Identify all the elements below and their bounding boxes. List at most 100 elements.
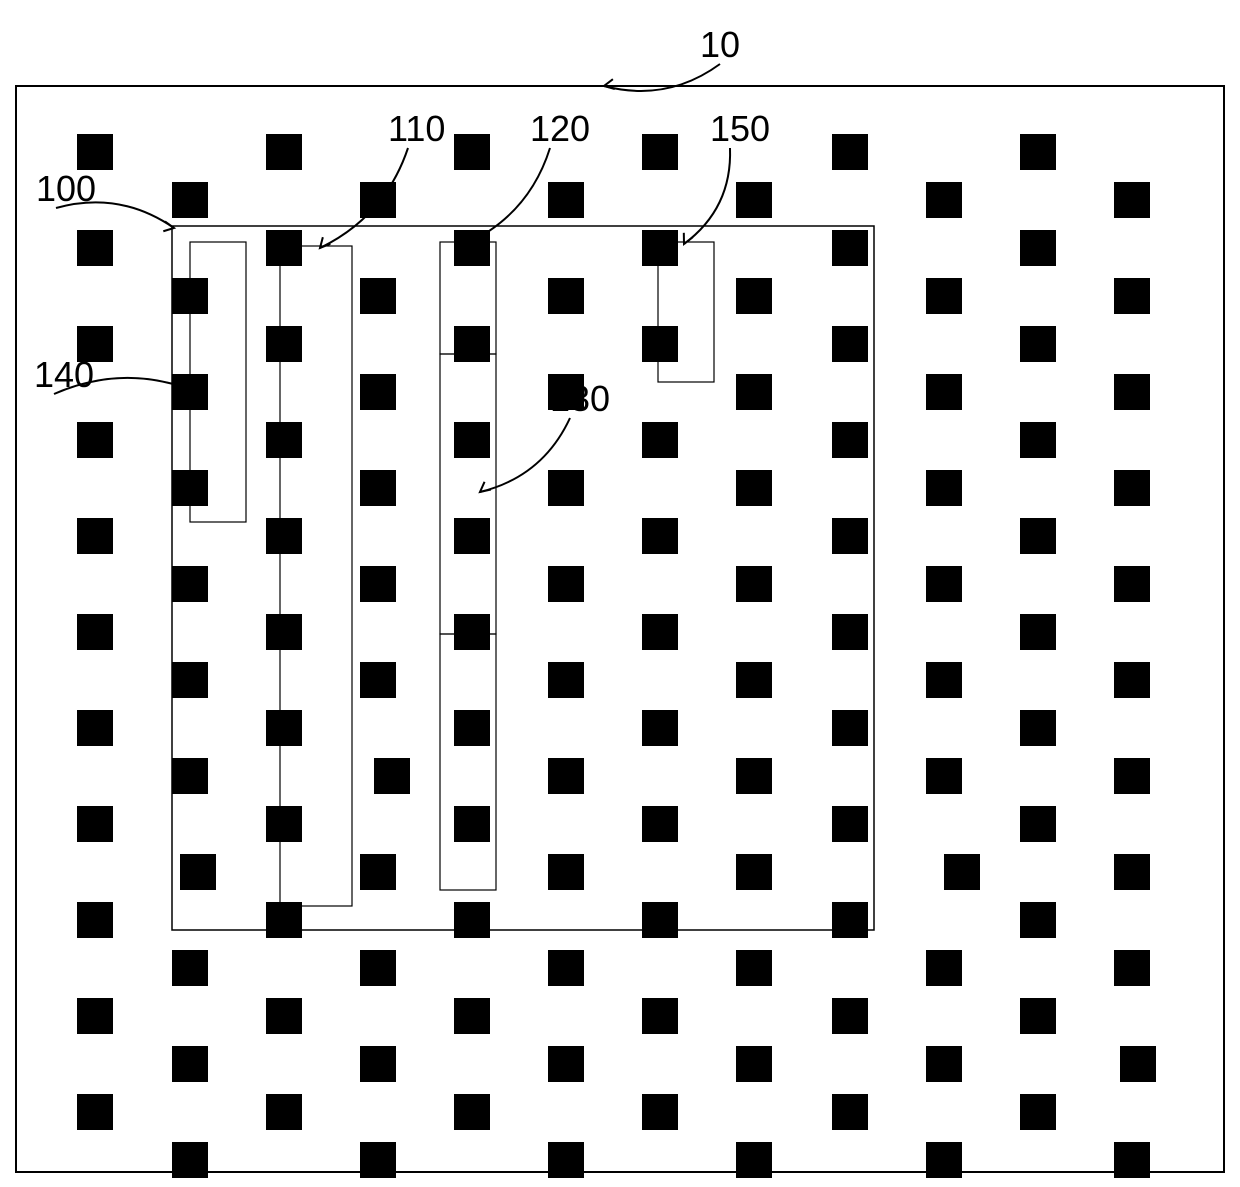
grid-square bbox=[454, 710, 490, 746]
grid-square bbox=[736, 1142, 772, 1178]
grid-square bbox=[454, 230, 490, 266]
grid-square bbox=[832, 806, 868, 842]
grid-square bbox=[1020, 710, 1056, 746]
grid-square bbox=[926, 470, 962, 506]
region-box-130-a bbox=[440, 354, 496, 634]
grid-square bbox=[77, 134, 113, 170]
grid-square bbox=[736, 470, 772, 506]
grid-square bbox=[832, 998, 868, 1034]
grid-square bbox=[1114, 758, 1150, 794]
grid-square bbox=[454, 422, 490, 458]
grid-square bbox=[374, 758, 410, 794]
grid-square bbox=[454, 1094, 490, 1130]
grid-square bbox=[454, 806, 490, 842]
callout-label-130: 130 bbox=[550, 378, 610, 420]
grid-square bbox=[454, 134, 490, 170]
callout-label-10: 10 bbox=[700, 24, 740, 66]
grid-square bbox=[548, 1046, 584, 1082]
grid-square bbox=[832, 518, 868, 554]
grid-square bbox=[926, 182, 962, 218]
grid-square bbox=[266, 614, 302, 650]
grid-square bbox=[832, 326, 868, 362]
grid-square bbox=[266, 326, 302, 362]
grid-square bbox=[77, 710, 113, 746]
grid-square bbox=[832, 1094, 868, 1130]
grid-square bbox=[736, 566, 772, 602]
grid-square bbox=[1114, 1142, 1150, 1178]
callout-label-110: 110 bbox=[388, 108, 445, 150]
callout-label-100: 100 bbox=[36, 168, 96, 210]
grid-square bbox=[736, 950, 772, 986]
grid-square bbox=[172, 758, 208, 794]
grid-square bbox=[172, 662, 208, 698]
grid-square bbox=[1114, 854, 1150, 890]
grid-square bbox=[832, 710, 868, 746]
grid-square bbox=[926, 1046, 962, 1082]
grid-square bbox=[360, 854, 396, 890]
grid-square bbox=[1114, 374, 1150, 410]
callout-label-120: 120 bbox=[530, 108, 590, 150]
grid-square bbox=[548, 470, 584, 506]
grid-square bbox=[926, 950, 962, 986]
grid-square bbox=[642, 1094, 678, 1130]
grid-square bbox=[77, 1094, 113, 1130]
grid-square bbox=[926, 758, 962, 794]
grid-square bbox=[548, 950, 584, 986]
grid-square bbox=[1020, 518, 1056, 554]
grid-square bbox=[77, 230, 113, 266]
callout-arrow-130 bbox=[480, 482, 491, 492]
grid-square bbox=[926, 1142, 962, 1178]
grid-square bbox=[360, 470, 396, 506]
grid-square bbox=[77, 422, 113, 458]
grid-square bbox=[360, 182, 396, 218]
grid-square bbox=[642, 614, 678, 650]
diagram-container: 10110120150100140130 bbox=[0, 0, 1240, 1187]
grid-square bbox=[454, 518, 490, 554]
grid-square bbox=[642, 134, 678, 170]
grid-square bbox=[736, 278, 772, 314]
grid-square bbox=[360, 1046, 396, 1082]
grid-square bbox=[832, 230, 868, 266]
grid-square bbox=[77, 806, 113, 842]
grid-square bbox=[926, 374, 962, 410]
grid-square bbox=[454, 614, 490, 650]
grid-square bbox=[1020, 230, 1056, 266]
grid-square bbox=[548, 1142, 584, 1178]
grid-square bbox=[172, 182, 208, 218]
grid-square bbox=[454, 902, 490, 938]
grid-square bbox=[1020, 998, 1056, 1034]
grid-square bbox=[1020, 134, 1056, 170]
grid-square bbox=[266, 518, 302, 554]
grid-square bbox=[548, 182, 584, 218]
grid-square bbox=[1020, 1094, 1056, 1130]
grid-square bbox=[736, 374, 772, 410]
grid-square bbox=[926, 662, 962, 698]
grid-square bbox=[1120, 1046, 1156, 1082]
grid-square bbox=[832, 422, 868, 458]
grid-square bbox=[1114, 470, 1150, 506]
grid-square bbox=[180, 854, 216, 890]
grid-square bbox=[548, 758, 584, 794]
grid-square bbox=[642, 710, 678, 746]
grid-square bbox=[1020, 326, 1056, 362]
grid-square bbox=[360, 374, 396, 410]
grid-square bbox=[926, 566, 962, 602]
grid-square bbox=[454, 326, 490, 362]
grid-square bbox=[77, 902, 113, 938]
grid-square bbox=[642, 230, 678, 266]
grid-square bbox=[360, 950, 396, 986]
diagram-svg bbox=[0, 0, 1240, 1187]
grid-square bbox=[1114, 662, 1150, 698]
grid-square bbox=[360, 662, 396, 698]
grid-square bbox=[832, 902, 868, 938]
grid-square bbox=[642, 422, 678, 458]
region-box-130-b bbox=[440, 634, 496, 890]
grid-square bbox=[266, 422, 302, 458]
grid-square bbox=[454, 998, 490, 1034]
grid-square bbox=[548, 662, 584, 698]
grid-square bbox=[77, 518, 113, 554]
grid-square bbox=[642, 806, 678, 842]
grid-square bbox=[266, 902, 302, 938]
grid-square bbox=[266, 1094, 302, 1130]
grid-square bbox=[642, 998, 678, 1034]
